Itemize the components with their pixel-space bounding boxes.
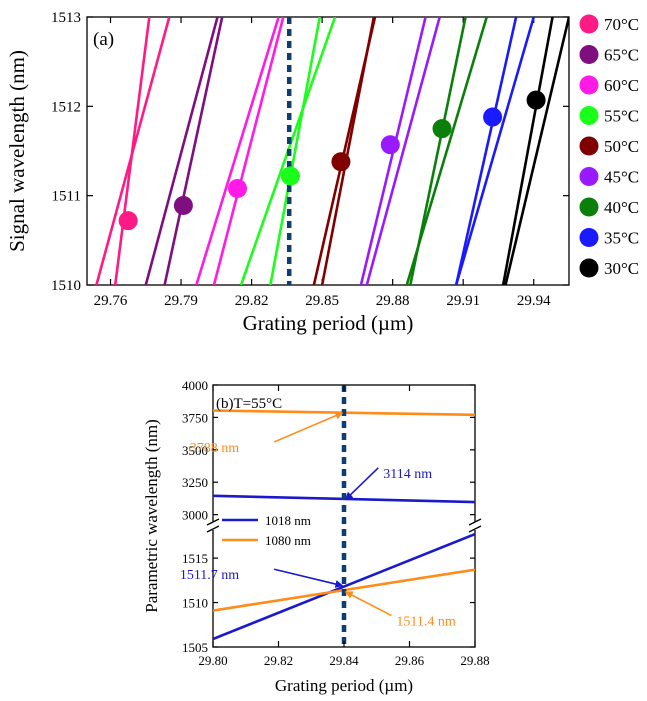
x-axis-label-a: Grating period (µm) (243, 311, 414, 335)
series-line-55c (269, 17, 322, 285)
x-tick-label-a: 29.85 (305, 293, 339, 309)
legend-label-a: 50°C (604, 137, 639, 156)
series-line-65c (144, 17, 219, 285)
series-line-40c (405, 17, 488, 285)
legend-label-a: 45°C (604, 168, 639, 187)
axis-break-mark (468, 525, 482, 533)
y-tick-label-a: 1510 (51, 278, 81, 294)
x-tick-label-a: 29.76 (94, 293, 128, 309)
legend-label-a: 30°C (604, 259, 639, 278)
intersection-point-45c (380, 135, 400, 155)
intersection-point-65c (173, 195, 193, 215)
x-tick-label-b: 29.82 (264, 653, 293, 668)
y-tick-label-b-upper: 3500 (182, 443, 208, 458)
intersection-point-60c (227, 179, 247, 199)
series-line-35c (454, 17, 518, 285)
x-tick-label-a: 29.91 (446, 293, 480, 309)
annotation-arrow (344, 467, 379, 501)
annotation-label: 1511.7 nm (180, 568, 239, 583)
x-tick-label-a: 29.82 (235, 293, 269, 309)
legend-label-a: 40°C (604, 198, 639, 217)
x-tick-label-b: 29.86 (395, 653, 425, 668)
panel-label-a: (a) (93, 29, 114, 50)
plot-frame-a (86, 16, 570, 286)
annotation-label: 1511.4 nm (396, 614, 455, 629)
x-tick-label-b: 29.84 (329, 653, 359, 668)
x-tick-label-b: 29.80 (198, 653, 227, 668)
panel-a: 29.76 29.79 29.82 29.85 29.88 29.91 29.94 1510 1… (5, 10, 639, 335)
legend-label-b: 1018 nm (265, 513, 311, 528)
legend-marker-55c (579, 106, 599, 125)
legend-label-a: 60°C (604, 76, 639, 95)
y-tick-label-b-lower: 1515 (182, 551, 208, 566)
series-line-lower-1018nm (213, 532, 475, 641)
y-tick-label-a: 1512 (51, 99, 81, 115)
series-line-30c (501, 17, 554, 285)
series-line-45c (365, 17, 441, 285)
y-axis-label-b: Parametric wavelength (nm) (142, 419, 161, 613)
legend-label-b: 1080 nm (265, 533, 311, 548)
intersection-point-30c (526, 90, 546, 110)
x-tick-label-a: 29.88 (376, 293, 410, 309)
intersection-point-35c (483, 107, 503, 127)
y-tick-label-b-lower: 1510 (182, 596, 208, 611)
annotation-label: 3114 nm (383, 467, 432, 482)
series-line-60c (195, 17, 280, 285)
series-line-70c (113, 17, 151, 285)
legend-marker-60c (579, 75, 599, 95)
legend-label-a: 65°C (604, 46, 639, 65)
y-tick-label-b-upper: 3250 (182, 475, 208, 490)
series-line-50c (320, 17, 376, 285)
x-tick-label-a: 29.94 (517, 293, 551, 309)
legend-marker-35c (579, 228, 599, 247)
series-line-60c (212, 17, 285, 285)
legend-marker-70c (579, 14, 599, 34)
annotation-arrow (274, 568, 344, 588)
legend-label-a: 70°C (604, 15, 639, 34)
axis-break-mark (206, 525, 220, 533)
y-axis-label-a: Signal wavelength (nm) (5, 50, 29, 252)
legend-marker-30c (579, 258, 599, 278)
intersection-point-40c (432, 119, 452, 139)
y-tick-label-b-upper: 3000 (182, 508, 208, 523)
y-tick-label-b-upper: 3750 (182, 410, 208, 425)
intersection-point-70c (118, 211, 138, 231)
intersection-point-55c (280, 166, 300, 186)
y-tick-label-a: 1511 (52, 189, 81, 205)
axis-break-gap-right (470, 522, 480, 530)
axis-break-mark (206, 518, 220, 526)
axis-break-mark (468, 518, 482, 526)
legend-marker-65c (579, 45, 599, 64)
x-axis-label-b: Grating period (µm) (275, 676, 413, 695)
panel-b: 29.80 29.82 29.84 29.86 29.88 3000 3250 3500 375… (142, 378, 490, 695)
annotation-arrow (273, 411, 344, 443)
y-tick-label-a: 1513 (51, 10, 81, 26)
annotation-arrow (344, 591, 392, 617)
axis-break-gap-left (208, 522, 218, 530)
series-line-30c (504, 17, 569, 285)
legend-marker-40c (579, 197, 599, 217)
annotation-label: 3788 nm (190, 441, 240, 456)
legend-marker-45c (579, 167, 599, 186)
y-tick-label-b-upper: 4000 (182, 378, 208, 393)
series-line-35c (454, 17, 535, 285)
series-line-65c (163, 17, 224, 285)
legend-marker-50c (579, 136, 599, 156)
y-tick-label-b-lower: 1505 (182, 640, 208, 655)
legend-label-a: 35°C (604, 229, 639, 248)
legend-label-a: 55°C (604, 107, 639, 126)
intersection-point-50c (331, 152, 351, 172)
x-tick-label-b: 29.88 (460, 653, 489, 668)
x-tick-label-a: 29.79 (164, 293, 198, 309)
panel-label-b: (b)T=55°C (216, 396, 282, 412)
